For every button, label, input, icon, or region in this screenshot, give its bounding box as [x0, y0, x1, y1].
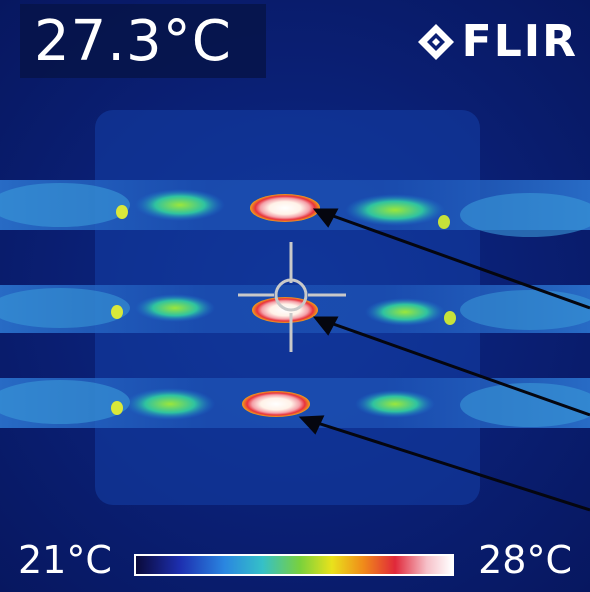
arrow-head-icon — [298, 415, 325, 435]
arrow-middle — [321, 318, 590, 417]
pin-dot — [438, 215, 450, 229]
crosshair-icon — [238, 242, 346, 352]
band-glow — [460, 290, 590, 330]
scale-max-label: 28°C — [478, 538, 572, 582]
warm-zone — [135, 294, 215, 322]
scale-min-label: 21°C — [18, 538, 112, 582]
brand-logo: FLIR — [416, 16, 578, 68]
band-glow — [0, 183, 130, 227]
band-glow — [460, 193, 590, 237]
band-glow — [0, 380, 130, 424]
pin-dot — [116, 205, 128, 219]
pin-dot — [444, 311, 456, 325]
hot-spot-top — [250, 194, 320, 222]
spot-temperature-readout: 27.3°C — [34, 9, 232, 74]
arrow-top — [321, 210, 590, 310]
arrow-head-icon — [312, 316, 339, 336]
annotation-arrows — [298, 208, 590, 512]
arrow-head-icon — [312, 208, 339, 228]
flir-diamond-logo-icon — [417, 24, 454, 60]
temperature-color-scale — [134, 554, 454, 576]
readout-panel — [20, 4, 266, 78]
arrow-bottom — [307, 418, 590, 512]
band-glow — [460, 383, 590, 427]
hot-spot-bottom — [242, 391, 310, 417]
warm-zone — [125, 388, 215, 420]
brand-name: FLIR — [461, 16, 578, 67]
color-scale-gradient — [136, 556, 452, 574]
pin-dot — [111, 401, 123, 415]
band-glow — [0, 288, 130, 328]
warm-zone — [355, 390, 435, 418]
warm-zone — [135, 189, 225, 221]
pin-dot — [111, 305, 123, 319]
warm-zone — [365, 298, 445, 326]
warm-zone — [345, 194, 445, 226]
